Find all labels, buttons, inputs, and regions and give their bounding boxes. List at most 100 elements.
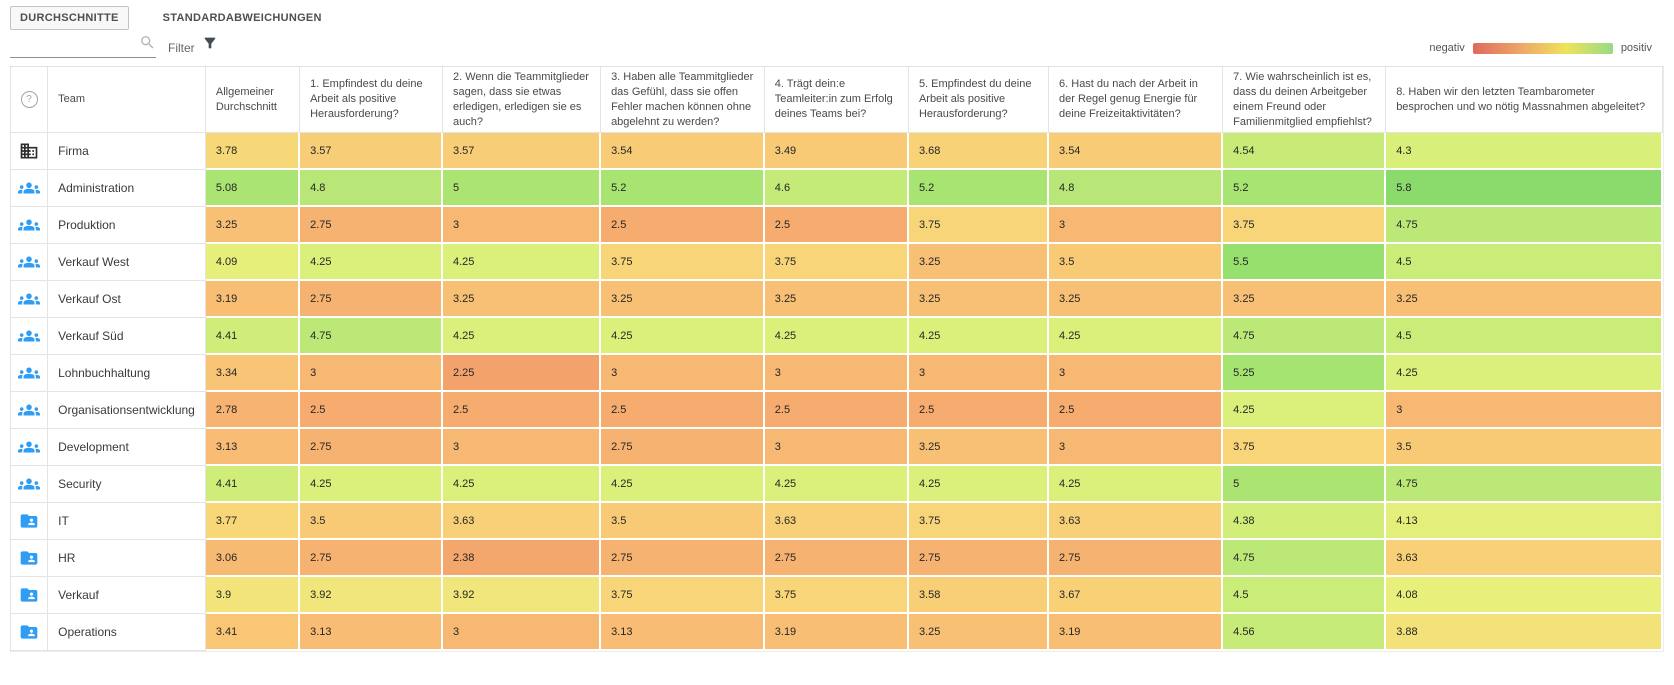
score-cell: 3 xyxy=(1049,429,1224,467)
score-cell: 3 xyxy=(443,207,602,245)
team-name: IT xyxy=(48,503,206,541)
score-cell: 2.75 xyxy=(300,540,443,578)
table-row: Verkauf Ost 3.19 2.75 3.25 3.25 3.25 3.25 3.25 3… xyxy=(11,281,1663,319)
team-type-cell xyxy=(11,133,49,171)
score-cell: 4.25 xyxy=(908,318,1050,356)
score-cell: 3.25 xyxy=(205,207,301,245)
score-cell: 4.25 xyxy=(601,466,765,504)
score-cell: 4.25 xyxy=(764,466,909,504)
groups-icon xyxy=(18,402,41,419)
score-cell: 3.92 xyxy=(443,577,602,615)
score-cell: 2.25 xyxy=(443,355,602,393)
table-row: Verkauf Süd 4.41 4.75 4.25 4.25 4.25 4.25 4.25 4… xyxy=(11,318,1663,356)
folder-shared-icon xyxy=(19,587,39,604)
table-row: Produktion 3.25 2.75 3 2.5 2.5 3.75 3 3.75 4.75 xyxy=(11,207,1663,245)
team-type-cell xyxy=(11,577,49,615)
score-cell: 4.56 xyxy=(1223,614,1387,652)
score-cell: 4.25 xyxy=(1386,355,1663,393)
score-cell: 3 xyxy=(764,429,909,467)
score-cell: 2.75 xyxy=(300,207,443,245)
score-cell: 4.08 xyxy=(1386,577,1663,615)
groups-icon xyxy=(18,254,41,271)
score-cell: 4.25 xyxy=(300,244,443,282)
score-cell: 3.5 xyxy=(601,503,765,541)
score-cell: 3.78 xyxy=(205,133,301,171)
table-row: HR 3.06 2.75 2.38 2.75 2.75 2.75 2.75 4.75 3.63 xyxy=(11,540,1663,578)
score-cell: 3.58 xyxy=(908,577,1050,615)
company-icon xyxy=(19,143,39,160)
column-header-overall-average: Allgemeiner Durchschnitt xyxy=(205,67,301,134)
score-cell: 2.5 xyxy=(443,392,602,430)
groups-icon xyxy=(18,180,41,197)
averages-table: ? Team Allgemeiner Durchschnitt 1. Empfinde… xyxy=(10,66,1664,653)
team-name: Verkauf xyxy=(48,577,206,615)
team-name: Verkauf Ost xyxy=(48,281,206,319)
column-header-question-2: 2. Wenn die Teammitglieder sagen, dass s… xyxy=(443,67,602,134)
team-name: Lohnbuchhaltung xyxy=(48,355,206,393)
team-type-cell xyxy=(11,466,49,504)
score-cell: 3 xyxy=(1049,355,1224,393)
score-cell: 3.25 xyxy=(1223,281,1387,319)
folder-shared-icon xyxy=(19,624,39,641)
score-cell: 4.6 xyxy=(764,170,909,208)
team-name: Verkauf Süd xyxy=(48,318,206,356)
score-cell: 5.5 xyxy=(1223,244,1387,282)
score-cell: 3.92 xyxy=(300,577,443,615)
score-cell: 3.75 xyxy=(908,207,1050,245)
filter-icon[interactable] xyxy=(202,35,218,58)
groups-icon xyxy=(18,476,41,493)
score-cell: 2.5 xyxy=(908,392,1050,430)
table-row: Lohnbuchhaltung 3.34 3 2.25 3 3 3 3 5.25 4.25 xyxy=(11,355,1663,393)
score-cell: 2.5 xyxy=(1049,392,1224,430)
score-cell: 3.5 xyxy=(1386,429,1663,467)
filter-input[interactable] xyxy=(10,37,134,57)
score-cell: 2.75 xyxy=(1049,540,1224,578)
table-row: Verkauf 3.9 3.92 3.92 3.75 3.75 3.58 3.67 4.5 4.0… xyxy=(11,577,1663,615)
header-row: ? Team Allgemeiner Durchschnitt 1. Empfinde… xyxy=(11,67,1663,134)
team-type-cell xyxy=(11,281,49,319)
score-cell: 2.5 xyxy=(601,207,765,245)
column-header-question-4: 4. Trägt dein:e Teamleiter:in zum Erfolg… xyxy=(764,67,909,134)
score-cell: 4.8 xyxy=(1049,170,1224,208)
score-cell: 3.75 xyxy=(601,577,765,615)
score-cell: 3 xyxy=(443,614,602,652)
score-cell: 3.19 xyxy=(1049,614,1224,652)
score-cell: 4.25 xyxy=(601,318,765,356)
team-name: Firma xyxy=(48,133,206,171)
score-cell: 5.25 xyxy=(1223,355,1387,393)
team-name: Security xyxy=(48,466,206,504)
score-cell: 3.75 xyxy=(764,244,909,282)
folder-shared-icon xyxy=(19,550,39,567)
score-cell: 3.75 xyxy=(908,503,1050,541)
score-cell: 2.78 xyxy=(205,392,301,430)
score-cell: 4.75 xyxy=(1386,466,1663,504)
team-type-cell xyxy=(11,429,49,467)
team-name: HR xyxy=(48,540,206,578)
groups-icon xyxy=(18,439,41,456)
score-cell: 3.25 xyxy=(908,244,1050,282)
score-cell: 3.25 xyxy=(1049,281,1224,319)
score-cell: 3.9 xyxy=(205,577,301,615)
score-cell: 2.5 xyxy=(601,392,765,430)
team-type-cell xyxy=(11,355,49,393)
score-cell: 4.25 xyxy=(443,244,602,282)
filter-row: Filter negativ positiv xyxy=(10,36,1664,58)
tab-standardabweichungen[interactable]: STANDARDABWEICHUNGEN xyxy=(153,6,332,30)
groups-icon xyxy=(18,291,41,308)
score-cell: 4.25 xyxy=(908,466,1050,504)
toolbar: DURCHSCHNITTE STANDARDABWEICHUNGEN Filte… xyxy=(0,0,1674,58)
column-header-question-6: 6. Hast du nach der Arbeit in der Regel … xyxy=(1049,67,1224,134)
score-cell: 2.75 xyxy=(764,540,909,578)
score-cell: 3.5 xyxy=(300,503,443,541)
tab-durchschnitte[interactable]: DURCHSCHNITTE xyxy=(10,6,129,30)
filter-label: Filter xyxy=(168,41,195,55)
score-cell: 3.54 xyxy=(601,133,765,171)
score-cell: 3.63 xyxy=(443,503,602,541)
score-cell: 3 xyxy=(1386,392,1663,430)
score-cell: 3.25 xyxy=(908,429,1050,467)
score-cell: 5.8 xyxy=(1386,170,1663,208)
team-type-cell xyxy=(11,318,49,356)
score-cell: 4.75 xyxy=(1223,540,1387,578)
score-cell: 3.77 xyxy=(205,503,301,541)
help-icon[interactable]: ? xyxy=(20,91,38,109)
